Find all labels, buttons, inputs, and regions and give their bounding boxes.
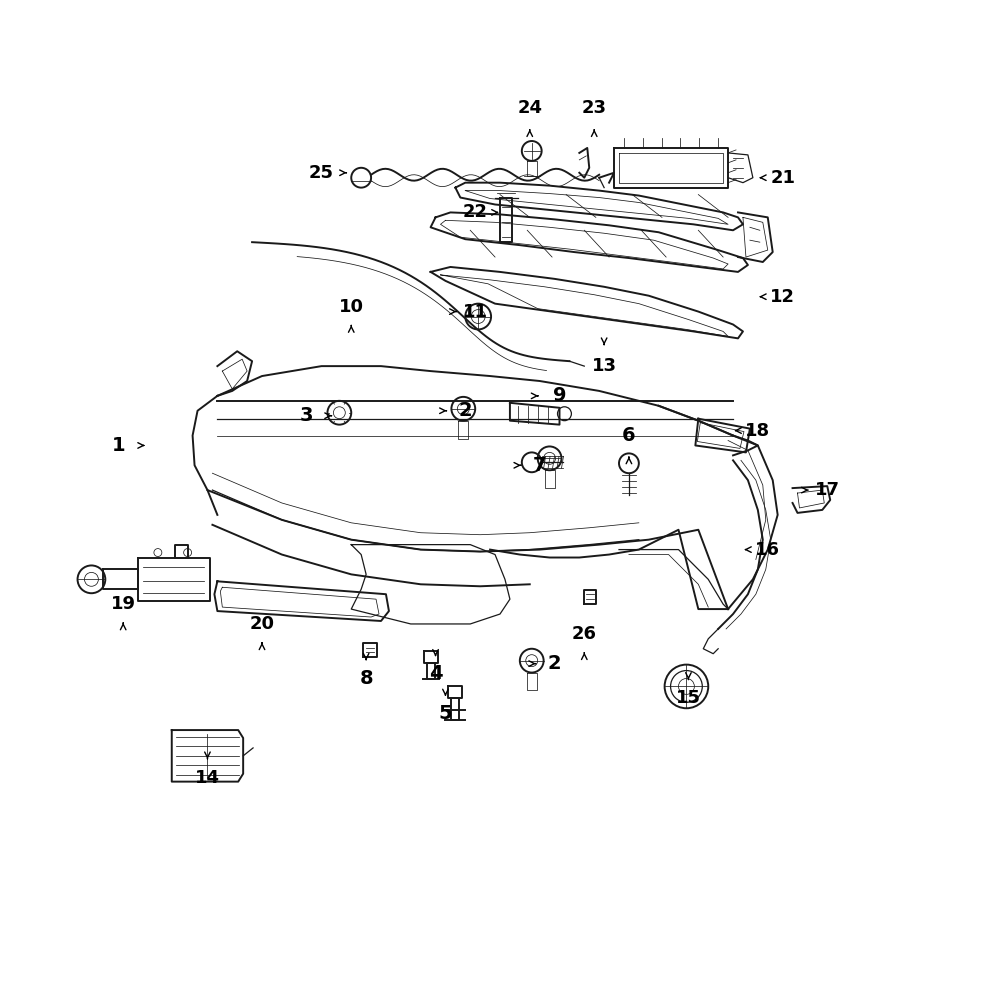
Text: 12: 12 — [770, 288, 795, 306]
Text: 2: 2 — [458, 401, 472, 420]
Text: 17: 17 — [815, 481, 840, 499]
Text: 16: 16 — [755, 541, 780, 559]
Text: 24: 24 — [517, 99, 542, 117]
Text: 6: 6 — [622, 426, 636, 445]
Text: 10: 10 — [339, 298, 364, 316]
Text: 23: 23 — [582, 99, 607, 117]
Text: 2: 2 — [548, 654, 561, 673]
Text: 21: 21 — [770, 169, 795, 187]
Text: 18: 18 — [745, 422, 770, 440]
Text: 15: 15 — [676, 689, 701, 707]
Text: 3: 3 — [300, 406, 313, 425]
Text: 25: 25 — [309, 164, 334, 182]
Text: 20: 20 — [250, 615, 275, 633]
Text: 1: 1 — [111, 436, 125, 455]
Text: 5: 5 — [439, 704, 452, 723]
Text: 26: 26 — [572, 625, 597, 643]
Text: 8: 8 — [359, 669, 373, 688]
Text: 19: 19 — [111, 595, 136, 613]
Text: 22: 22 — [463, 203, 488, 221]
Text: 4: 4 — [429, 664, 442, 683]
Text: 14: 14 — [195, 769, 220, 787]
Text: 9: 9 — [553, 386, 566, 405]
Text: 7: 7 — [533, 456, 546, 475]
Text: 13: 13 — [592, 357, 617, 375]
Text: 11: 11 — [463, 303, 488, 321]
